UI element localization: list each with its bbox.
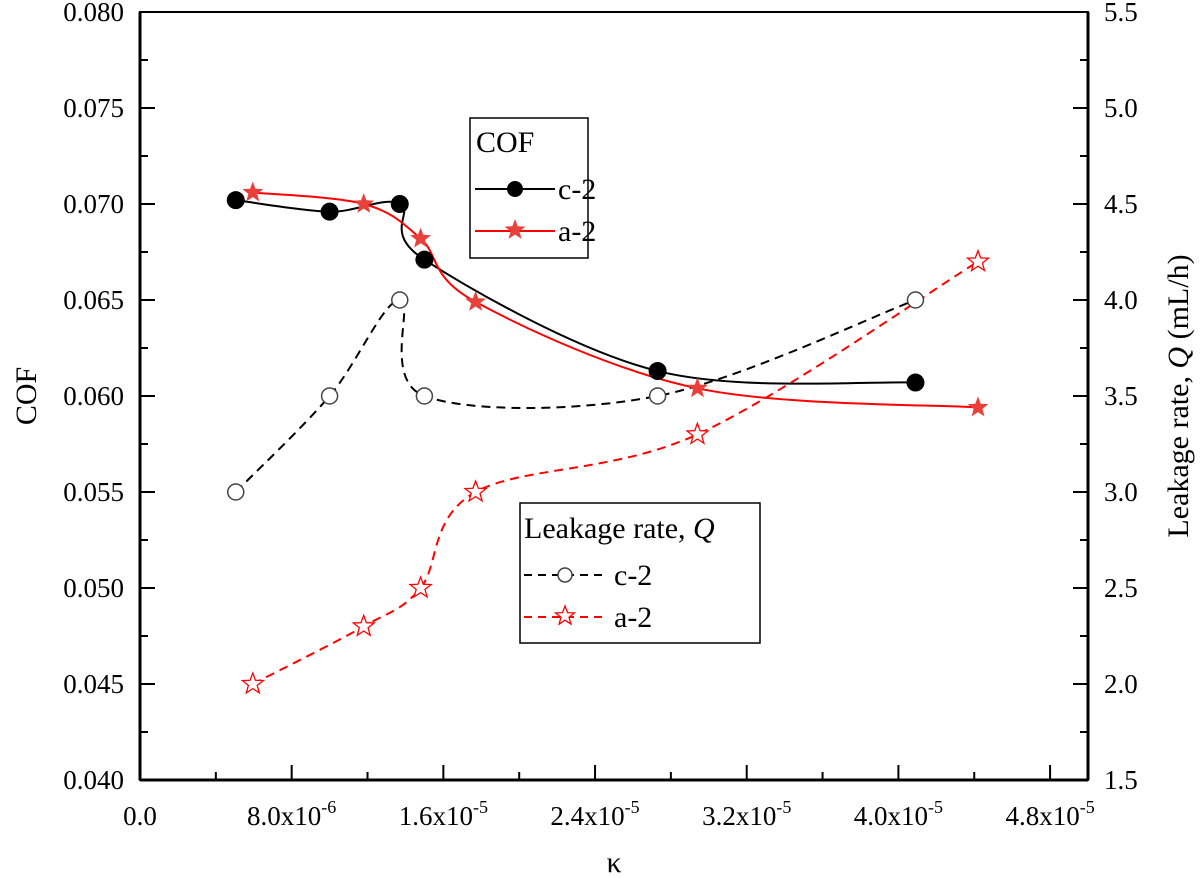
axes: 0.0 8.0x10-6 1.6x10-5 2.4x10-5 3.2x10-5 4.0x1… (63, 0, 1138, 831)
legend-entry-label: a-2 (614, 601, 652, 634)
legend-open-star-marker (553, 604, 577, 626)
legend-leakage-title: Leakage rate, Q (524, 512, 715, 545)
y-right-axis-title: Leakage rate, Q (mL/h) (1162, 254, 1195, 537)
y-left-tick-label: 0.070 (63, 189, 124, 219)
y-left-tick-label: 0.040 (63, 765, 124, 795)
plot-frame (139, 11, 1089, 781)
data-point-open-star (463, 479, 488, 503)
data-point-filled-circle (648, 362, 667, 381)
y-left-tick-label: 0.080 (63, 0, 124, 27)
y-left-tick-label: 0.055 (63, 477, 124, 507)
data-point-filled-star (353, 193, 375, 213)
legend-filled-star-marker (504, 219, 526, 239)
x-tick-label: 0.0 (123, 801, 157, 831)
data-point-filled-circle (390, 195, 409, 213)
data-point-filled-star (465, 290, 487, 311)
y-right-tick-label: 2.5 (1104, 573, 1138, 603)
data-point-filled-circle (906, 373, 925, 392)
y-left-axis-title: COF (10, 367, 43, 425)
x-tick-label: 4.0x10-5 (854, 797, 943, 831)
y-left-tick-label: 0.075 (63, 93, 124, 123)
y-right-tick-label: 4.0 (1104, 285, 1138, 315)
data-point-open-circle (226, 483, 245, 501)
legend-filled-circle-marker (507, 181, 523, 197)
fit-curve-leakage-rate-c-2 (235, 298, 916, 493)
data-point-open-circle (320, 387, 339, 405)
data-point-filled-star (967, 396, 989, 417)
data-point-filled-circle (415, 250, 434, 269)
star-icon (504, 219, 526, 239)
y-left-tick-label: 0.060 (63, 381, 124, 411)
y-right-tick-label: 1.5 (1104, 765, 1138, 795)
data-point-filled-circle (226, 191, 245, 210)
data-point-filled-star (410, 227, 432, 248)
legend-cof: COF c-2 a-2 (469, 117, 596, 259)
legend-entry-label: c-2 (614, 559, 652, 592)
y-right-tick-label: 2.0 (1104, 669, 1138, 699)
data-point-open-star (351, 613, 376, 637)
star-icon (553, 604, 577, 626)
y-left-tick-label: 0.050 (63, 573, 124, 603)
legend-open-circle-marker (557, 567, 573, 583)
legend-cof-title: COF (476, 126, 534, 159)
x-tick-label: 2.4x10-5 (550, 797, 639, 831)
x-tick-label: 4.8x10-5 (1005, 797, 1094, 831)
data-point-open-star (408, 575, 433, 599)
legend-leakage: Leakage rate, Q c-2 a-2 (519, 502, 761, 644)
y-right-tick-label: 3.5 (1104, 381, 1138, 411)
y-right-tick-label: 3.0 (1104, 477, 1138, 507)
data-point-open-star (965, 248, 991, 273)
data-point-open-star (240, 671, 266, 695)
data-markers (226, 181, 991, 695)
legend-entry-label: a-2 (558, 215, 596, 248)
data-point-filled-star (687, 377, 708, 398)
y-right-tick-label: 5.5 (1104, 0, 1138, 27)
y-left-tick-label: 0.045 (63, 669, 124, 699)
data-point-filled-circle (320, 202, 339, 221)
x-tick-label: 3.2x10-5 (702, 797, 791, 831)
data-point-open-circle (648, 387, 667, 405)
data-point-open-circle (415, 387, 434, 405)
fit-curve-cof-a-2 (252, 191, 979, 409)
x-tick-label: 1.6x10-5 (399, 797, 488, 831)
x-axis-title: κ (606, 846, 621, 878)
x-tick-label: 8.0x10-6 (247, 797, 336, 831)
legend-entry-label: c-2 (558, 173, 596, 206)
y-left-tick-label: 0.065 (63, 285, 124, 315)
y-right-tick-label: 4.5 (1104, 189, 1138, 219)
data-point-open-circle (906, 291, 925, 309)
y-right-tick-label: 5.0 (1104, 93, 1138, 123)
data-point-filled-star (242, 181, 264, 202)
data-point-open-circle (391, 291, 409, 309)
data-point-open-star (685, 421, 710, 445)
